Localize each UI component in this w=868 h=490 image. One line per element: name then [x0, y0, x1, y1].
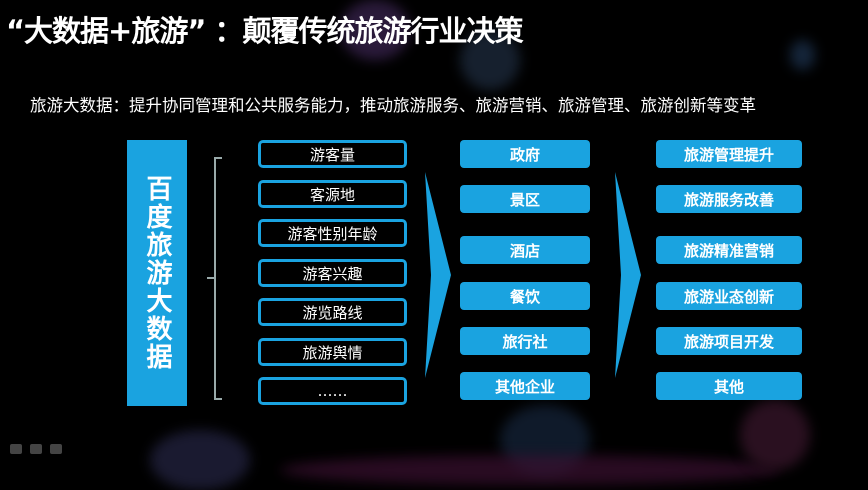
data-item: 客源地: [258, 180, 407, 208]
user-item: 酒店: [460, 236, 590, 264]
data-item: 游客性别年龄: [258, 219, 407, 247]
page-title: “大数据+旅游” ：颠覆传统旅游行业决策: [6, 14, 524, 48]
slide-menu-icon[interactable]: [30, 444, 42, 454]
outcome-item: 旅游项目开发: [656, 327, 802, 355]
subtitle: 旅游大数据：提升协同管理和公共服务能力，推动旅游服务、旅游营销、旅游管理、旅游创…: [30, 96, 756, 115]
bokeh: [790, 40, 815, 70]
user-item: 其他企业: [460, 372, 590, 400]
data-item: 游客量: [258, 140, 407, 168]
chevron-right-icon: [615, 172, 641, 378]
source-block: 百度旅游大数据: [127, 140, 187, 406]
user-item: 餐饮: [460, 282, 590, 310]
user-item: 景区: [460, 185, 590, 213]
outcome-item: 旅游精准营销: [656, 236, 802, 264]
bracket: [207, 157, 222, 400]
data-item: ……: [258, 377, 407, 405]
next-slide-icon[interactable]: [50, 444, 62, 454]
outcome-item: 旅游管理提升: [656, 140, 802, 168]
bokeh: [280, 455, 780, 485]
outcome-item: 旅游服务改善: [656, 185, 802, 213]
prev-slide-icon[interactable]: [10, 444, 22, 454]
data-item: 旅游舆情: [258, 338, 407, 366]
bokeh: [740, 400, 810, 470]
user-item: 政府: [460, 140, 590, 168]
user-item: 旅行社: [460, 327, 590, 355]
data-item: 游览路线: [258, 298, 407, 326]
data-item: 游客兴趣: [258, 259, 407, 287]
outcome-item: 旅游业态创新: [656, 282, 802, 310]
outcome-item: 其他: [656, 372, 802, 400]
bokeh: [150, 430, 250, 490]
source-label: 百度旅游大数据: [142, 175, 172, 371]
bokeh: [460, 30, 520, 90]
bokeh: [340, 0, 410, 60]
chevron-right-icon: [425, 172, 451, 378]
